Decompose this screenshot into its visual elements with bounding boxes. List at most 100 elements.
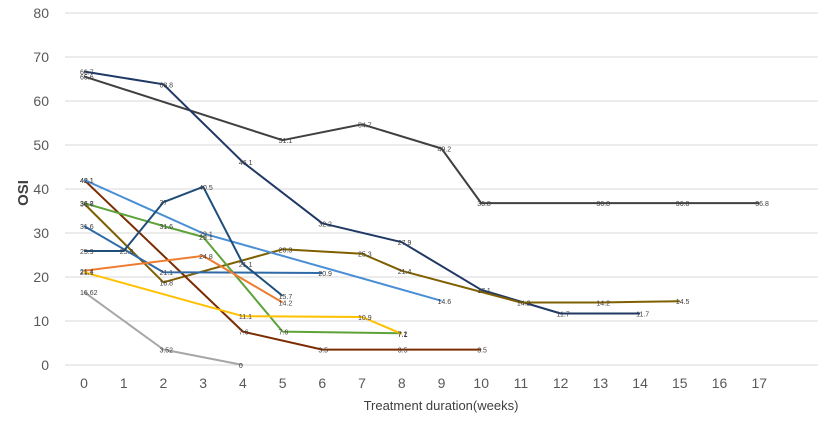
- y-tick-labels: 0 10 20 30 40 50 60 70 80: [33, 5, 49, 373]
- data-label: 17.1: [477, 288, 491, 295]
- data-label: 42.1: [80, 178, 94, 185]
- data-label: 18.8: [159, 280, 173, 287]
- data-label: 14.6: [437, 299, 451, 306]
- y-tick-label: 30: [33, 225, 49, 241]
- data-label: 14.2: [279, 301, 293, 308]
- data-label: 31.6: [80, 224, 94, 231]
- data-label: 66.7: [80, 70, 94, 77]
- x-tick-label: 16: [712, 375, 728, 391]
- data-label: 3.52: [159, 348, 173, 355]
- series-line-2: [83, 70, 641, 315]
- x-tick-label: 4: [239, 375, 247, 391]
- y-tick-label: 50: [33, 137, 49, 153]
- data-label: 36.8: [676, 201, 690, 208]
- data-label: 15.7: [279, 294, 293, 301]
- data-label: 21.4: [80, 269, 94, 276]
- data-label: 26.3: [279, 247, 293, 254]
- data-label: 36.7: [80, 202, 94, 209]
- series-line-6: [83, 202, 402, 335]
- data-label: 21.1: [159, 270, 173, 277]
- x-tick-labels: 0 1 2 3 4 5 6 7 8 9 10 11 12 13 14 15 16 17: [80, 375, 767, 391]
- data-label: 37: [159, 200, 167, 207]
- data-label: 0: [239, 363, 243, 370]
- data-label: 54.7: [358, 122, 372, 129]
- data-label: 3.5: [398, 348, 408, 355]
- y-tick-label: 70: [33, 49, 49, 65]
- y-axis-title: OSI: [15, 180, 32, 206]
- x-tick-label: 12: [553, 375, 569, 391]
- x-tick-label: 17: [751, 375, 767, 391]
- data-label: 21.4: [398, 269, 412, 276]
- data-labels: 65.6 51.1 54.7 49.2 36.8 36.8 36.8 36.8 66.7 63.8…: [80, 70, 769, 370]
- y-tick-label: 0: [41, 357, 49, 373]
- y-tick-label: 10: [33, 313, 49, 329]
- data-label: 51.1: [279, 138, 293, 145]
- series-line-5: [83, 178, 442, 302]
- x-tick-label: 5: [279, 375, 287, 391]
- data-label: 10.9: [358, 315, 372, 322]
- data-label: 21.1: [80, 270, 94, 277]
- y-tick-label: 60: [33, 93, 49, 109]
- data-label: 36.8: [477, 201, 491, 208]
- data-label: 25.9: [80, 249, 94, 256]
- data-label: 65.6: [80, 74, 94, 81]
- data-label: 7.6: [279, 330, 289, 337]
- data-label: 7.6: [239, 330, 249, 337]
- data-label: 7.1: [398, 332, 408, 339]
- x-tick-label: 0: [80, 375, 88, 391]
- data-label: 63.8: [159, 82, 173, 89]
- series-line-7: [83, 225, 323, 274]
- series-line-9: [83, 254, 284, 304]
- series-line-11: [83, 291, 244, 366]
- y-gridlines: [65, 12, 818, 366]
- data-label: 32.2: [318, 221, 332, 228]
- x-tick-label: 3: [199, 375, 207, 391]
- data-label: 16.62: [80, 290, 98, 297]
- data-label: 14.2: [517, 301, 531, 308]
- x-tick-label: 7: [358, 375, 366, 391]
- x-tick-label: 11: [514, 375, 529, 391]
- y-tick-label: 40: [33, 181, 49, 197]
- data-label: 42.1: [80, 178, 94, 185]
- data-label: 3.5: [477, 348, 487, 355]
- data-label: 11.7: [636, 312, 649, 319]
- data-label: 21.1: [239, 262, 253, 269]
- y-tick-label: 20: [33, 269, 49, 285]
- data-label: 36.8: [80, 201, 94, 208]
- data-label: 3.5: [318, 348, 328, 355]
- x-tick-label: 14: [632, 375, 648, 391]
- data-label: 11.1: [239, 314, 252, 321]
- series-lines: [83, 70, 760, 366]
- series-line-1: [83, 75, 760, 205]
- data-label: 20.9: [318, 271, 332, 278]
- data-label: 40.5: [199, 185, 213, 192]
- data-label: 7.2: [398, 331, 408, 338]
- data-label: 25.3: [358, 252, 372, 259]
- series-line-3: [83, 202, 680, 304]
- data-label: 46.1: [239, 160, 253, 167]
- x-tick-label: 1: [120, 375, 128, 391]
- x-tick-label: 6: [318, 375, 326, 391]
- data-label: 36.8: [755, 201, 769, 208]
- data-label: 25.9: [120, 249, 134, 256]
- x-axis-title: Treatment duration(weeks): [364, 398, 519, 413]
- data-label: 14.5: [676, 299, 690, 306]
- data-label: 36.8: [596, 201, 610, 208]
- data-label: 31.6: [159, 224, 173, 231]
- x-tick-label: 15: [672, 375, 688, 391]
- x-tick-label: 9: [438, 375, 446, 391]
- series-line-10: [83, 271, 403, 335]
- data-label: 49.2: [437, 147, 451, 154]
- series-line-4: [83, 179, 482, 351]
- data-label: 29.1: [199, 231, 213, 238]
- x-tick-label: 10: [473, 375, 489, 391]
- data-label: 14.2: [596, 301, 610, 308]
- x-tick-label: 2: [160, 375, 168, 391]
- x-tick-label: 8: [398, 375, 406, 391]
- x-tick-label: 13: [593, 375, 609, 391]
- data-label: 24.8: [199, 254, 213, 261]
- data-label: 29.1: [199, 235, 213, 242]
- data-label: 27.9: [398, 240, 412, 247]
- y-tick-label: 80: [33, 5, 49, 21]
